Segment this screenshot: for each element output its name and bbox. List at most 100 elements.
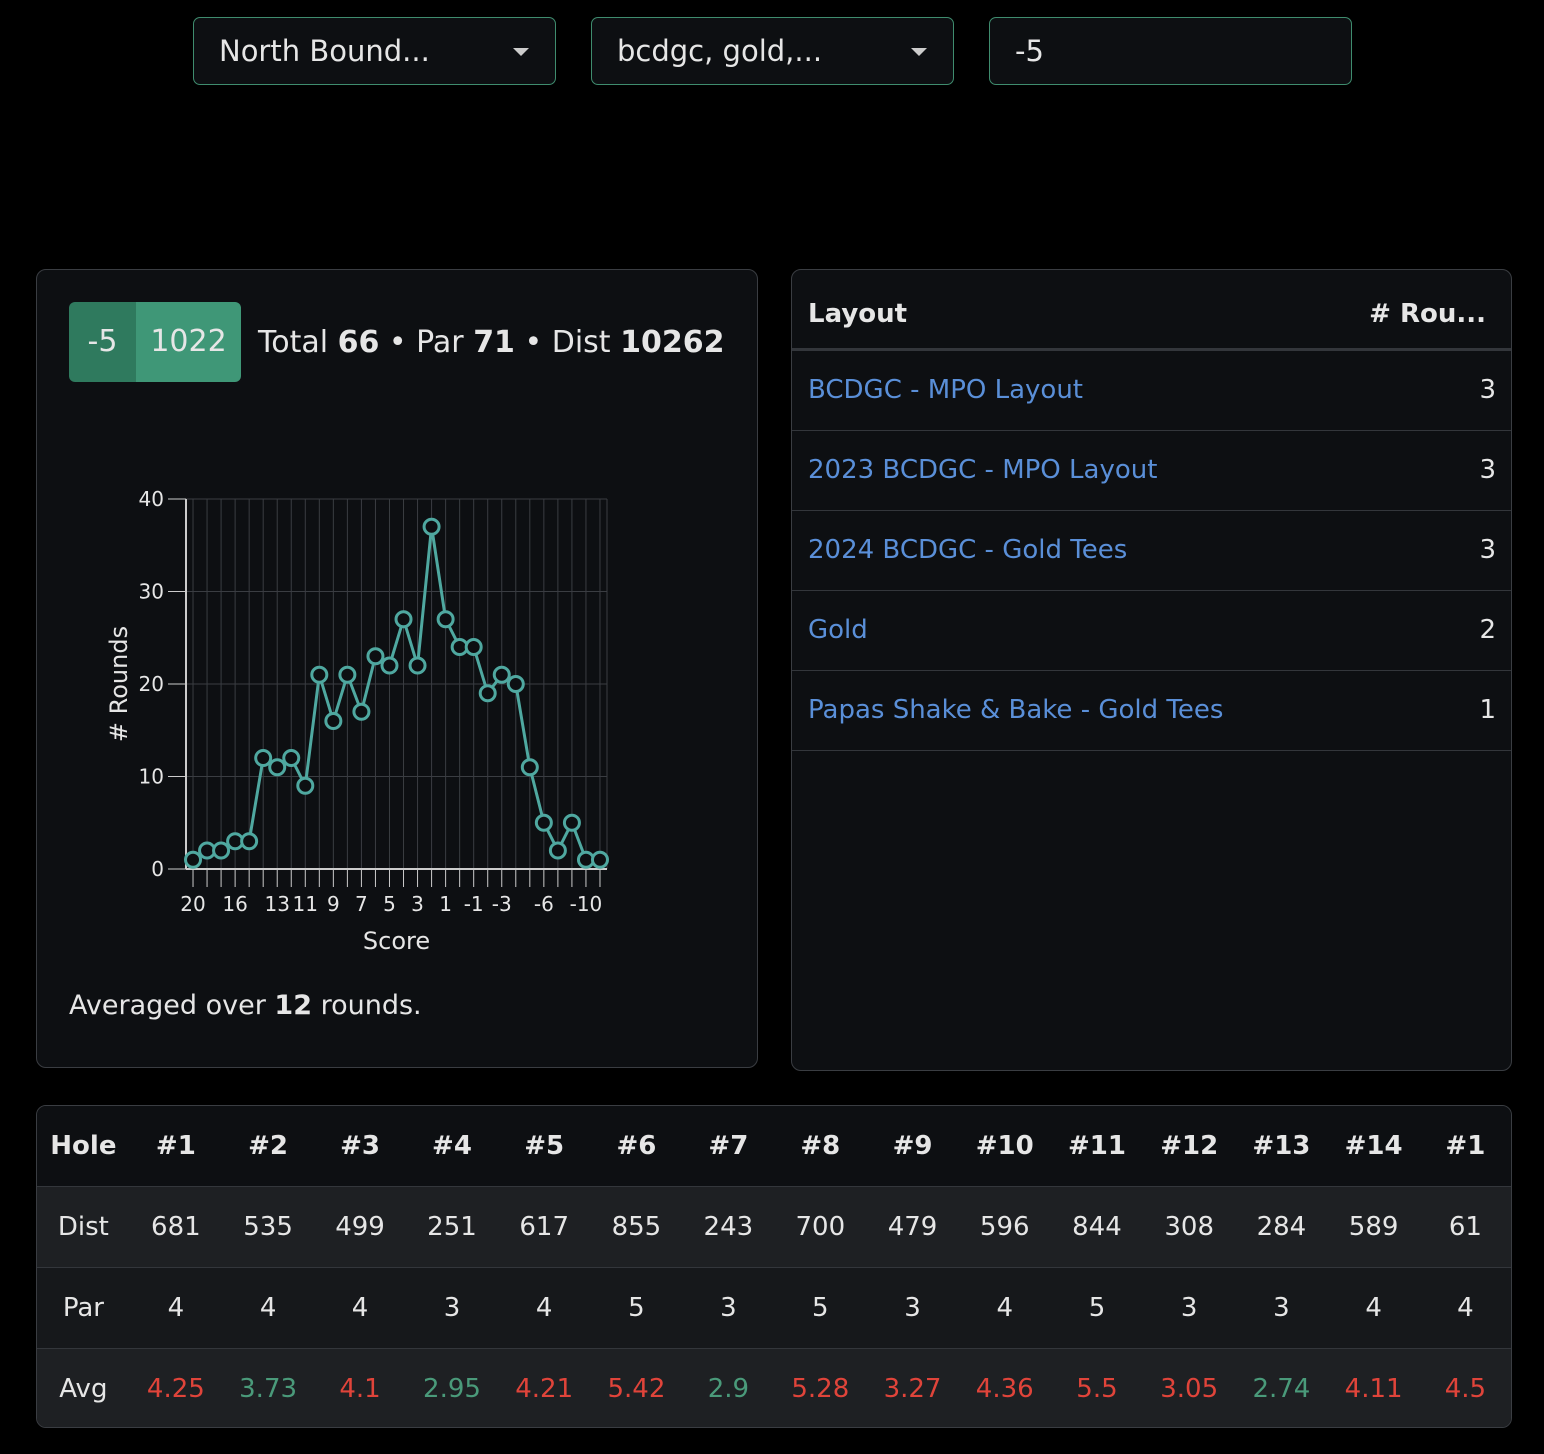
header-cell: #2 — [248, 1131, 289, 1161]
header-cell: #1 — [1445, 1131, 1486, 1161]
cell: 2.95 — [423, 1374, 481, 1404]
row: Avg 4.25 3.73 4.1 2.95 4.21 5.42 2.9 5.28 3.27 4.3… — [37, 1348, 1511, 1427]
cell: 617 — [519, 1212, 570, 1242]
header-cell: #5 — [524, 1131, 565, 1161]
y-tick-label: 0 — [151, 857, 164, 881]
header-cell: #9 — [892, 1131, 933, 1161]
hole-table: Hole #1 #2 #3 #4 #5 #6 #7 #8 #9 #10 #11 #12 #13 #14 #1 D… — [37, 1106, 1511, 1427]
x-tick-label: -6 — [534, 892, 554, 916]
header-cell: #11 — [1067, 1131, 1126, 1161]
cell: 3.05 — [1160, 1374, 1219, 1404]
course-select[interactable]: North Bound... — [193, 17, 556, 85]
cell: 5 — [628, 1293, 645, 1323]
point — [408, 656, 427, 675]
cell: Avg — [59, 1374, 108, 1404]
cell: 3.27 — [883, 1374, 942, 1404]
cell: 844 — [1072, 1212, 1122, 1242]
cell: 5 — [812, 1293, 829, 1323]
x-tick-label: 13 — [264, 892, 289, 916]
cell: 589 — [1348, 1212, 1399, 1242]
text: Averaged over — [69, 990, 266, 1021]
layout-link[interactable]: 2023 BCDGC - MPO Layout — [808, 455, 1158, 485]
point — [478, 684, 497, 703]
layout-select[interactable]: bcdgc, gold,... — [591, 17, 954, 85]
header-row: Hole #1 #2 #3 #4 #5 #6 #7 #8 #9 #10 #11 #12 #13 #14 #1 — [37, 1106, 1511, 1187]
cell: 479 — [887, 1212, 938, 1242]
cell: 284 — [1256, 1212, 1307, 1242]
y-tick-label: 10 — [139, 765, 164, 789]
chart: 0 10 20 30 40 20 16 13 11 9 7 5 3 1 -1 -3 -6 -10 Score # Ro… — [105, 487, 609, 955]
round-count: 3 — [1479, 455, 1496, 485]
caret — [513, 48, 529, 56]
point — [380, 656, 399, 675]
text: rounds. — [320, 990, 422, 1021]
footer-note: Averaged over 12 rounds. — [69, 990, 422, 1021]
select-text: North Bound... — [219, 34, 430, 68]
cell: 535 — [243, 1212, 293, 1242]
cell: 4.25 — [146, 1374, 205, 1404]
cell: 499 — [335, 1212, 385, 1242]
cell: 4.5 — [1444, 1374, 1487, 1404]
point — [394, 610, 413, 629]
point — [562, 813, 581, 832]
cell: 243 — [703, 1212, 754, 1242]
label: Par — [416, 325, 464, 360]
cell: 596 — [979, 1212, 1030, 1242]
point — [534, 813, 553, 832]
cell: 3 — [904, 1293, 921, 1323]
header-cell: #14 — [1344, 1131, 1403, 1161]
input-text: -5 — [1015, 34, 1044, 68]
x-tick-label: -10 — [570, 892, 603, 916]
cell: 3 — [1180, 1293, 1198, 1323]
summary-line: Total 66 • Par 71 • Dist 10262 — [258, 322, 724, 364]
layout-row: 2023 BCDGC - MPO Layout 3 — [792, 430, 1511, 511]
score-badge: -5 — [69, 302, 136, 382]
total: 66 — [337, 325, 380, 360]
select-text: bcdgc, gold,... — [617, 34, 823, 68]
y-tick-label: 20 — [139, 672, 164, 696]
header-cell: #8 — [800, 1131, 841, 1161]
layout-table: Layout # Rou... BCDGC - MPO Layout 3 2023 BC… — [791, 269, 1512, 1071]
cell: 3 — [720, 1293, 737, 1323]
cell: 4 — [351, 1293, 369, 1323]
cell: 4 — [1365, 1293, 1382, 1323]
layout-row: BCDGC - MPO Layout 3 — [792, 350, 1511, 431]
cell: 3 — [443, 1293, 461, 1323]
layout-link[interactable]: Gold — [808, 615, 868, 645]
cell: 3 — [1273, 1293, 1290, 1323]
point — [436, 610, 455, 629]
x-tick-label: 20 — [180, 892, 205, 916]
layout-link[interactable]: BCDGC - MPO Layout — [808, 375, 1083, 405]
layout-link[interactable]: Papas Shake & Bake - Gold Tees — [808, 695, 1224, 725]
cell: 4 — [1457, 1293, 1474, 1323]
round-count: 1 — [1479, 695, 1496, 725]
par: 71 — [473, 325, 515, 360]
y-axis-label: # Rounds — [105, 626, 133, 742]
line — [192, 526, 600, 862]
point — [506, 675, 525, 693]
cell: 4 — [259, 1293, 277, 1323]
cell: 681 — [151, 1212, 201, 1242]
layout-link[interactable]: 2024 BCDGC - Gold Tees — [808, 535, 1128, 565]
point — [184, 850, 203, 869]
header-cell: #12 — [1160, 1131, 1219, 1161]
cell: 5 — [1088, 1293, 1106, 1323]
rounds: 12 — [274, 990, 312, 1021]
cell: Dist — [57, 1212, 109, 1242]
row: Par 4 4 4 3 4 5 3 5 3 4 5 3 3 4 4 — [37, 1267, 1511, 1349]
point — [422, 517, 441, 536]
score-input[interactable]: -5 — [989, 17, 1352, 85]
point — [268, 758, 287, 777]
cell: 4 — [167, 1293, 185, 1323]
rating-badge: 1022 — [136, 302, 241, 382]
y-tick-label: 40 — [139, 487, 164, 511]
header-cell: Layout — [808, 299, 908, 329]
cell: 308 — [1164, 1212, 1214, 1242]
x-tick-label: 9 — [327, 892, 340, 916]
sep: • — [524, 325, 543, 360]
point — [240, 832, 259, 851]
cell: 4.1 — [339, 1374, 381, 1404]
x-tick-label: -3 — [492, 892, 512, 916]
point — [324, 712, 343, 730]
